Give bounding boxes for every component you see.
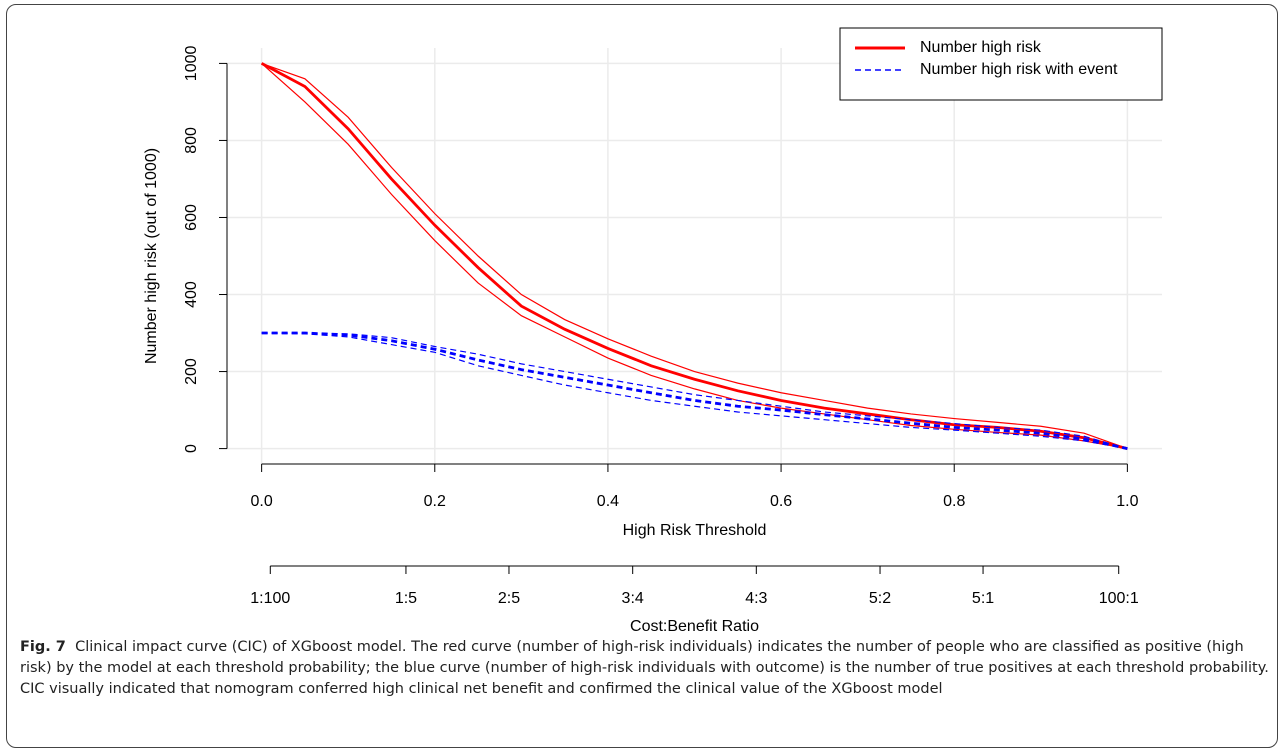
caption: Fig. 7 Clinical impact curve (CIC) of XG… — [20, 637, 1270, 700]
ci-line — [261, 332, 1128, 450]
x-tick-label: 0.6 — [770, 493, 792, 510]
ci-line — [261, 62, 1128, 450]
x2-tick-label: 5:2 — [869, 590, 891, 607]
y-tick-label: 1000 — [183, 46, 200, 82]
legend-label: Number high risk — [920, 39, 1042, 56]
x-axis-title: High Risk Threshold — [623, 522, 767, 539]
ci-line — [261, 62, 1128, 450]
caption-text: Clinical impact curve (CIC) of XGboost m… — [20, 639, 1269, 697]
chart: 0.0 0.2 0.4 0.6 0.8 1.0 0 200 400 600 800 1000 High … — [143, 27, 1163, 635]
x-tick-label: 0.8 — [943, 493, 965, 510]
y-tick-label: 400 — [183, 281, 200, 308]
x2-tick-label: 5:1 — [972, 590, 994, 607]
x2-tick-label: 1:100 — [250, 590, 290, 607]
y-tick-label: 800 — [183, 127, 200, 154]
x2-axis-title: Cost:Benefit Ratio — [630, 618, 759, 635]
y-tick-label: 0 — [183, 444, 200, 453]
x2-tick-label: 1:5 — [395, 590, 417, 607]
series-line — [260, 62, 1128, 450]
x2-tick-label: 2:5 — [498, 590, 520, 607]
legend-label: Number high risk with event — [920, 61, 1118, 78]
caption-label: Fig. 7 — [20, 639, 66, 655]
series-line — [261, 331, 1128, 450]
x-tick-label: 1.0 — [1116, 493, 1138, 510]
x2-tick-label: 4:3 — [745, 590, 767, 607]
y-tick-label: 600 — [183, 204, 200, 231]
y-axis-title: Number high risk (out of 1000) — [143, 148, 160, 364]
x-tick-label: 0.0 — [251, 493, 273, 510]
x2-tick-label: 100:1 — [1099, 590, 1139, 607]
x2-tick-label: 3:4 — [622, 590, 644, 607]
legend-box — [839, 27, 1163, 101]
figure-frame — [6, 4, 1278, 748]
y-tick-label: 200 — [183, 358, 200, 385]
x-tick-label: 0.4 — [597, 493, 619, 510]
x-tick-label: 0.2 — [424, 493, 446, 510]
ci-line — [261, 332, 1128, 450]
